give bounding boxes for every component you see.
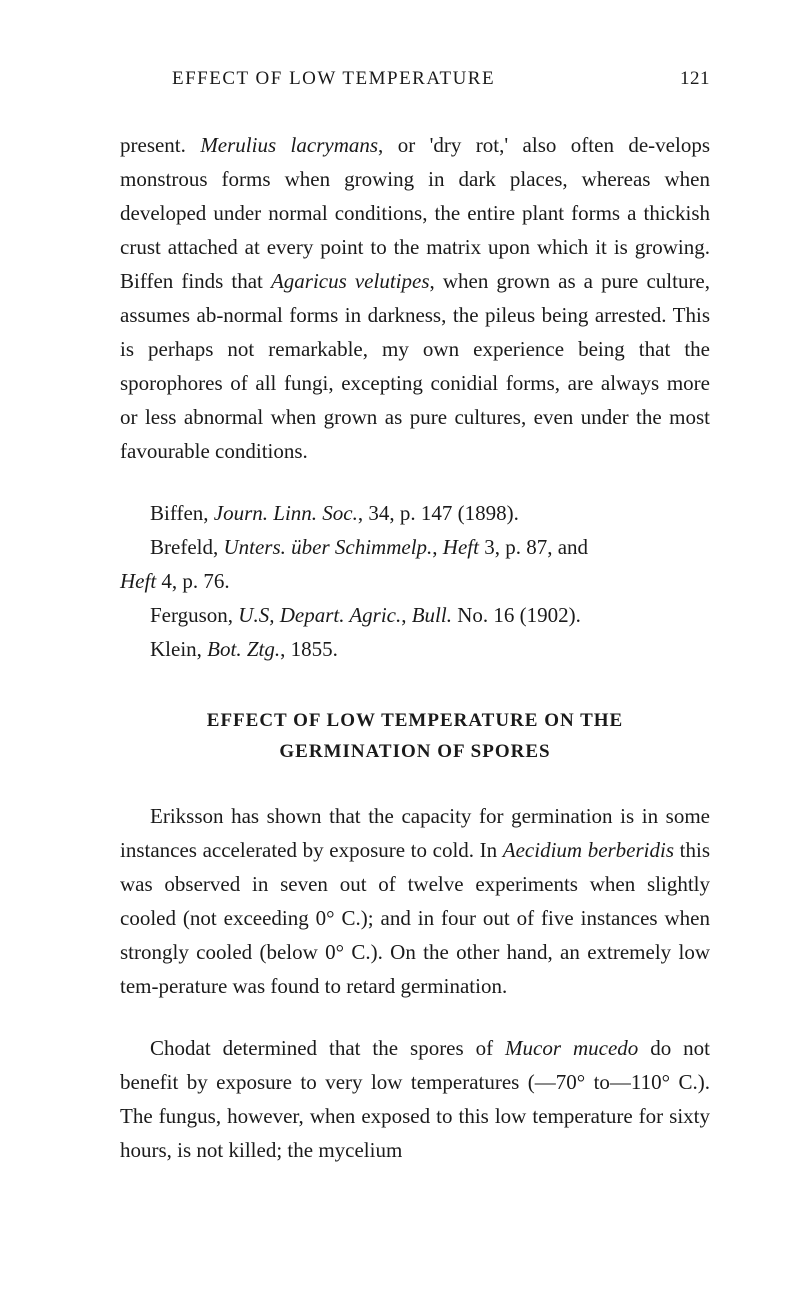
reference-line-continuation: Heft 4, p. 76. [120, 564, 710, 598]
text-run: Biffen, [150, 501, 214, 525]
italic-term: Merulius lacrymans [200, 133, 378, 157]
reference-line: Biffen, Journ. Linn. Soc., 34, p. 147 (1… [120, 496, 710, 530]
text-run: Chodat determined that the spores of [150, 1036, 505, 1060]
text-run: , 1855. [280, 637, 338, 661]
italic-term: Journ. Linn. Soc. [214, 501, 358, 525]
text-run: 4, p. 76. [156, 569, 230, 593]
body-paragraph-3: Chodat determined that the spores of Muc… [120, 1031, 710, 1167]
text-run: present. [120, 133, 200, 157]
italic-term: Aecidium berberidis [503, 838, 674, 862]
reference-line: Ferguson, U.S, Depart. Agric., Bull. No.… [120, 598, 710, 632]
text-run: , [401, 603, 412, 627]
text-run: , 34, p. 147 (1898). [358, 501, 519, 525]
text-run: Brefeld, [150, 535, 223, 559]
page-header: EFFECT OF LOW TEMPERATURE 121 [120, 68, 710, 90]
body-paragraph-2: Eriksson has shown that the capacity for… [120, 799, 710, 1003]
references-block: Biffen, Journ. Linn. Soc., 34, p. 147 (1… [120, 496, 710, 666]
italic-term: Bull. [412, 603, 452, 627]
text-run: , [432, 535, 443, 559]
text-run: Klein, [150, 637, 207, 661]
reference-line: Brefeld, Unters. über Schimmelp., Heft 3… [120, 530, 710, 564]
text-run: No. 16 (1902). [452, 603, 581, 627]
text-run: this was observed in seven out of twelve… [120, 838, 710, 998]
heading-line-2: GERMINATION OF SPORES [279, 741, 550, 762]
italic-term: Heft [443, 535, 479, 559]
text-run: , when grown as a pure culture, assumes … [120, 269, 710, 463]
page-number: 121 [680, 68, 710, 90]
italic-term: U.S, Depart. Agric. [238, 603, 401, 627]
italic-term: Heft [120, 569, 156, 593]
italic-term: Agaricus velutipes [271, 269, 430, 293]
text-run: Ferguson, [150, 603, 238, 627]
header-title: EFFECT OF LOW TEMPERATURE [172, 68, 495, 90]
italic-term: Unters. über Schimmelp. [223, 535, 432, 559]
section-heading: EFFECT OF LOW TEMPERATURE ON THE GERMINA… [120, 706, 710, 767]
italic-term: Mucor mucedo [505, 1036, 638, 1060]
body-paragraph-1: present. Merulius lacrymans, or 'dry rot… [120, 128, 710, 468]
text-run: 3, p. 87, and [479, 535, 588, 559]
italic-term: Bot. Ztg. [207, 637, 280, 661]
heading-line-1: EFFECT OF LOW TEMPERATURE ON THE [207, 710, 623, 731]
reference-line: Klein, Bot. Ztg., 1855. [120, 632, 710, 666]
